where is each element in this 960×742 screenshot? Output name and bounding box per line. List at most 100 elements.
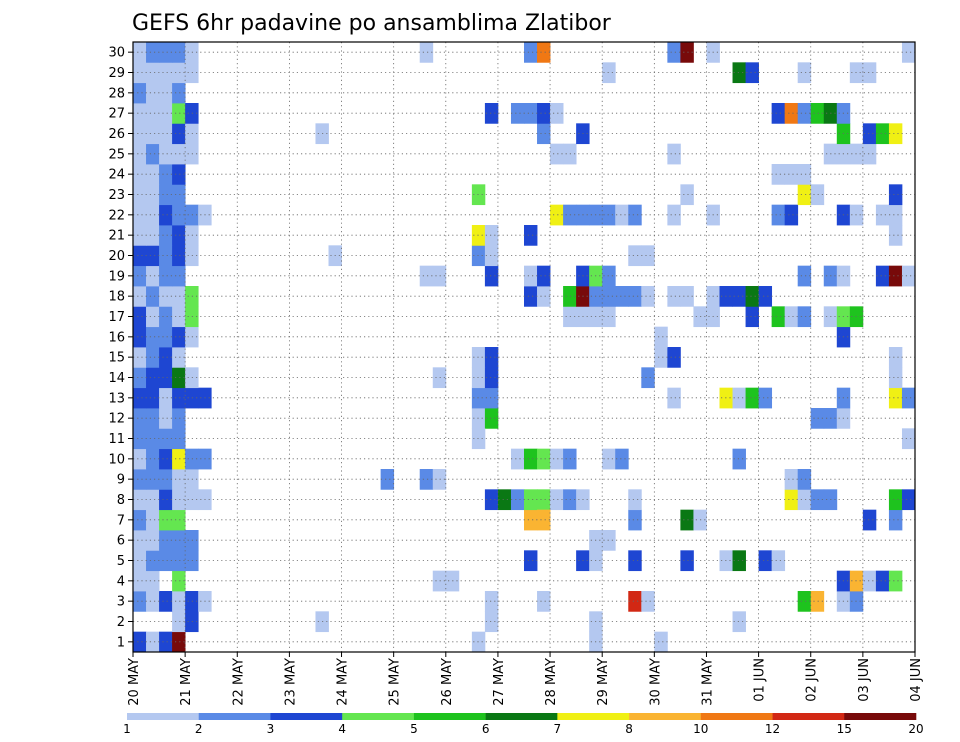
- heatmap-cell: [810, 103, 825, 124]
- heatmap-cell: [172, 245, 186, 267]
- y-tick-label: 19: [108, 269, 125, 284]
- colorbar-swatch: [772, 713, 845, 720]
- heatmap-cell: [432, 570, 447, 592]
- heatmap-cell: [615, 286, 629, 307]
- heatmap-cell: [133, 367, 147, 389]
- heatmap-cell: [667, 347, 681, 368]
- y-tick-label: 1: [117, 635, 125, 650]
- heatmap-cell: [680, 286, 694, 307]
- heatmap-cell: [172, 611, 186, 633]
- heatmap-cell: [159, 489, 173, 511]
- heatmap-cell: [133, 225, 147, 246]
- heatmap-cell: [667, 286, 681, 307]
- heatmap-cell: [432, 367, 447, 389]
- heatmap-cell: [133, 550, 147, 572]
- heatmap-cell: [146, 408, 160, 429]
- heatmap-cell: [862, 143, 877, 165]
- y-tick-label: 10: [108, 452, 125, 467]
- heatmap-cell: [159, 530, 173, 551]
- heatmap-cell: [537, 509, 551, 531]
- heatmap-cell: [901, 428, 916, 450]
- colorbar-label: 4: [338, 722, 346, 736]
- heatmap-cell: [133, 42, 147, 63]
- heatmap-cell: [146, 347, 160, 368]
- heatmap-cell: [172, 489, 186, 511]
- heatmap-cell: [602, 265, 616, 287]
- heatmap-cell: [159, 184, 173, 206]
- colorbar-swatch: [342, 713, 415, 720]
- heatmap-cell: [875, 123, 890, 145]
- heatmap-cell: [628, 204, 642, 226]
- heatmap-cell: [133, 469, 147, 490]
- heatmap-cell: [641, 286, 655, 307]
- heatmap-cell: [641, 591, 655, 612]
- heatmap-cell: [537, 489, 551, 511]
- heatmap-cell: [133, 184, 147, 206]
- heatmap-cell: [146, 489, 160, 511]
- heatmap-cell: [484, 245, 499, 267]
- heatmap-cell: [484, 367, 499, 389]
- heatmap-cell: [133, 530, 147, 551]
- heatmap-cell: [888, 387, 903, 409]
- heatmap-cell: [133, 428, 147, 450]
- y-tick-label: 28: [108, 86, 125, 101]
- heatmap-cell: [537, 286, 551, 307]
- heatmap-cell: [133, 82, 147, 104]
- heatmap-cell: [680, 184, 694, 206]
- y-tick-label: 30: [108, 46, 125, 61]
- heatmap-cell: [524, 265, 538, 287]
- heatmap-cell: [484, 591, 499, 612]
- heatmap-cell: [888, 265, 903, 287]
- heatmap-cell: [146, 428, 160, 450]
- y-tick-label: 27: [108, 107, 125, 122]
- heatmap-cell: [159, 286, 173, 307]
- heatmap-cell: [524, 286, 538, 307]
- heatmap-cell: [159, 164, 173, 185]
- heatmap-cell: [680, 550, 694, 572]
- y-tick-label: 13: [108, 391, 125, 406]
- heatmap-cell: [133, 164, 147, 185]
- heatmap-cell: [133, 326, 147, 348]
- heatmap-cell: [159, 204, 173, 226]
- heatmap-cell: [497, 489, 512, 511]
- heatmap-cell: [159, 469, 173, 490]
- heatmap-cell: [133, 306, 147, 328]
- heatmap-cell: [159, 62, 173, 84]
- heatmap-cell: [862, 570, 877, 592]
- y-tick-label: 6: [117, 534, 125, 549]
- heatmap-cell: [862, 509, 877, 531]
- x-tick-label: 29 MAY: [596, 658, 611, 706]
- heatmap-cell: [484, 347, 499, 368]
- colorbar-label: 2: [195, 722, 203, 736]
- heatmap-cell: [146, 631, 160, 653]
- heatmap-cell: [732, 550, 746, 572]
- heatmap-cell: [146, 42, 160, 63]
- heatmap-cell: [602, 286, 616, 307]
- heatmap-cell: [628, 489, 642, 511]
- heatmap-cell: [628, 550, 642, 572]
- heatmap-cell: [654, 347, 668, 368]
- heatmap-cell: [862, 62, 877, 84]
- heatmap-cell: [133, 103, 147, 124]
- heatmap-cell: [745, 387, 759, 409]
- heatmap-cell: [537, 103, 551, 124]
- heatmap-cell: [784, 306, 799, 328]
- heatmap-cell: [146, 82, 160, 104]
- heatmap-cell: [159, 143, 173, 165]
- heatmap-cell: [146, 265, 160, 287]
- heatmap-cell: [901, 387, 916, 409]
- y-axis: 1234567891011121314151617181920212223242…: [108, 46, 133, 650]
- heatmap-cell: [901, 489, 916, 511]
- x-tick-label: 22 MAY: [231, 658, 246, 706]
- y-tick-label: 4: [117, 574, 125, 589]
- y-tick-label: 18: [108, 290, 125, 305]
- x-tick-label: 21 MAY: [179, 658, 194, 706]
- heatmap-cell: [159, 408, 173, 429]
- heatmap-cell: [615, 204, 629, 226]
- heatmap-cell: [537, 123, 551, 145]
- heatmap-cell: [602, 306, 616, 328]
- heatmap-cell: [797, 591, 812, 612]
- heatmap-cell: [159, 42, 173, 63]
- heatmap-cell: [524, 42, 538, 63]
- x-tick-label: 24 MAY: [336, 658, 351, 706]
